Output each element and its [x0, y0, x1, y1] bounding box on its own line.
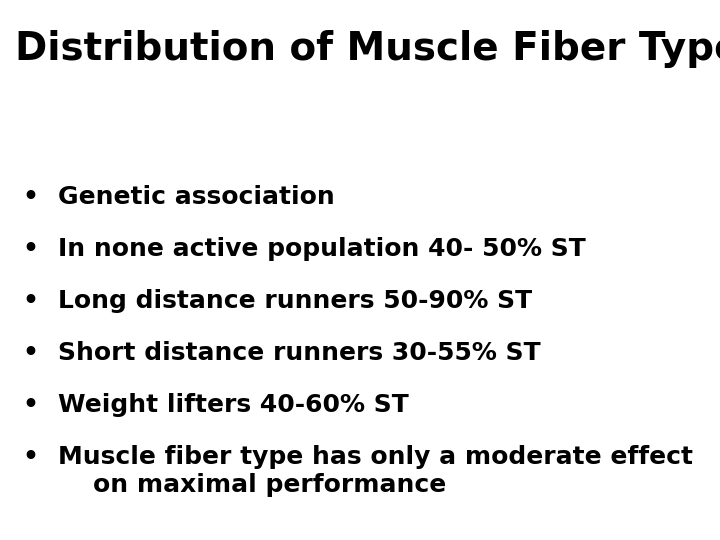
Text: Short distance runners 30-55% ST: Short distance runners 30-55% ST	[58, 341, 541, 365]
Text: •: •	[22, 237, 38, 261]
Text: •: •	[22, 341, 38, 365]
Text: Muscle fiber type has only a moderate effect
    on maximal performance: Muscle fiber type has only a moderate ef…	[58, 445, 693, 497]
Text: Long distance runners 50-90% ST: Long distance runners 50-90% ST	[58, 289, 532, 313]
Text: Weight lifters 40-60% ST: Weight lifters 40-60% ST	[58, 393, 409, 417]
Text: Genetic association: Genetic association	[58, 185, 335, 209]
Text: •: •	[22, 445, 38, 469]
Text: •: •	[22, 185, 38, 209]
Text: •: •	[22, 289, 38, 313]
Text: Distribution of Muscle Fiber Types: Distribution of Muscle Fiber Types	[15, 30, 720, 68]
Text: In none active population 40- 50% ST: In none active population 40- 50% ST	[58, 237, 586, 261]
Text: •: •	[22, 393, 38, 417]
